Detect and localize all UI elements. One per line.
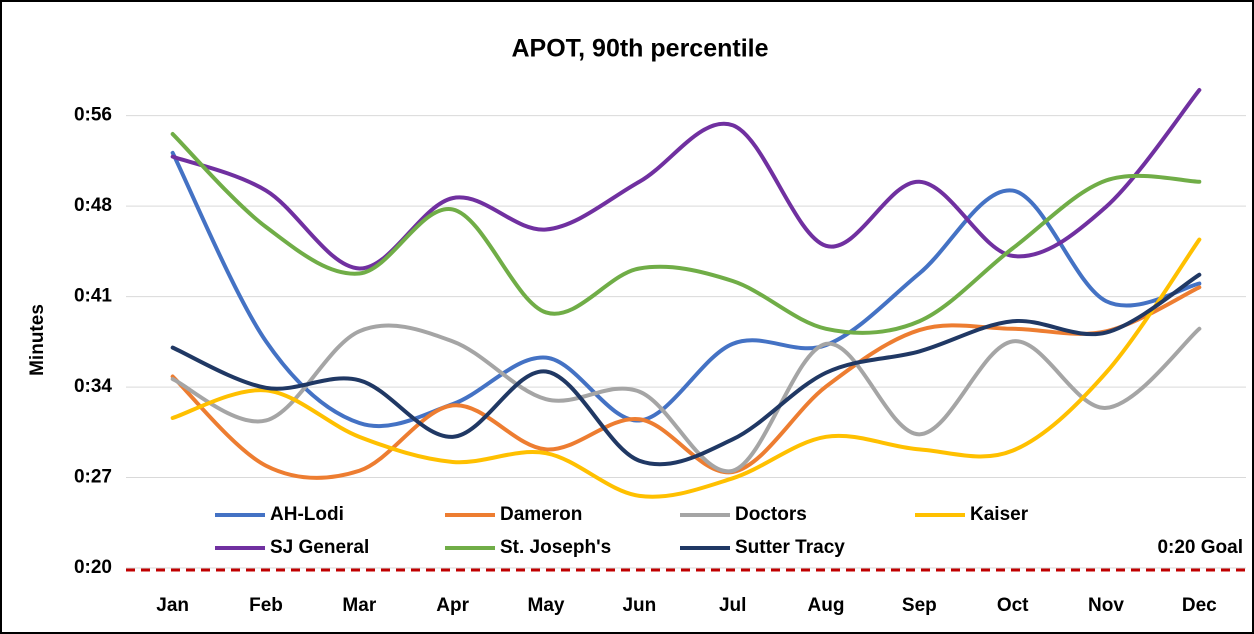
x-tick-label: Jan xyxy=(156,595,189,616)
y-tick-label: 0:27 xyxy=(74,467,112,488)
legend-label: AH-Lodi xyxy=(270,504,344,525)
x-tick-label: Mar xyxy=(342,595,376,616)
y-tick-label: 0:56 xyxy=(74,105,112,126)
legend-label: Kaiser xyxy=(970,504,1029,525)
legend-label: Dameron xyxy=(500,504,582,525)
y-tick-label: 0:34 xyxy=(74,376,112,397)
x-tick-label: Aug xyxy=(808,595,845,616)
series-line xyxy=(170,323,1202,474)
legend-label: SJ General xyxy=(270,537,369,558)
series-line xyxy=(170,285,1202,480)
legend-label: Sutter Tracy xyxy=(735,537,845,558)
goal-label: 0:20 Goal xyxy=(1157,537,1243,558)
x-tick-label: Feb xyxy=(249,595,283,616)
y-axis-title: Minutes xyxy=(27,304,48,376)
x-tick-label: Nov xyxy=(1088,595,1124,616)
series-line xyxy=(170,237,1202,499)
y-tick-label: 0:20 xyxy=(74,557,112,578)
x-tick-label: Jun xyxy=(622,595,656,616)
x-tick-label: Apr xyxy=(436,595,469,616)
x-tick-label: Oct xyxy=(997,595,1029,616)
chart-title: APOT, 90th percentile xyxy=(511,35,768,63)
x-tick-label: Dec xyxy=(1182,595,1217,616)
x-tick-label: Sep xyxy=(902,595,937,616)
series-line xyxy=(170,88,1202,271)
legend-label: St. Joseph's xyxy=(500,537,611,558)
series-line xyxy=(170,132,1202,335)
series-line xyxy=(170,272,1202,467)
x-tick-label: Jul xyxy=(719,595,746,616)
series-line xyxy=(170,150,1202,429)
y-tick-label: 0:48 xyxy=(74,195,112,216)
legend-label: Doctors xyxy=(735,504,807,525)
x-tick-label: May xyxy=(528,595,565,616)
y-tick-label: 0:41 xyxy=(74,286,112,307)
